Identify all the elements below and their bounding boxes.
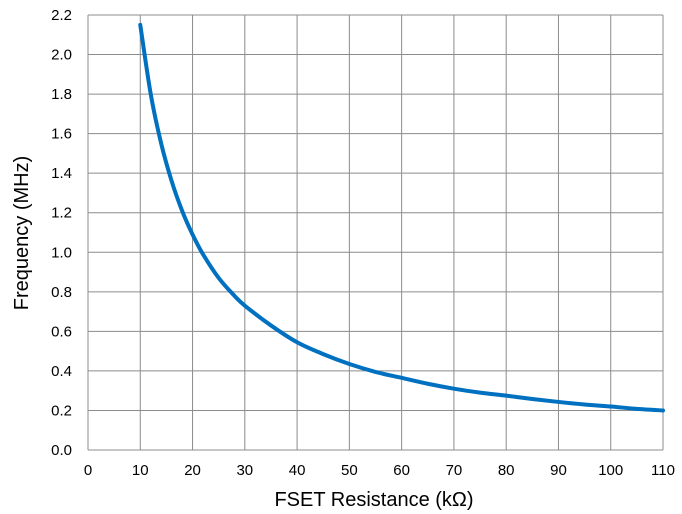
y-tick-label-11: 2.2 <box>51 7 72 24</box>
x-axis-ticks: 0 10 20 30 40 50 60 70 80 90 100 110 <box>84 462 675 479</box>
series-group <box>138 22 665 413</box>
x-tick-label-3: 30 <box>236 462 253 479</box>
y-tick-label-8: 1.6 <box>51 126 72 143</box>
x-axis-title: FSET Resistance (kΩ) <box>274 489 473 511</box>
y-tick-label-3: 0.6 <box>51 323 72 340</box>
x-tick-label-1: 10 <box>132 462 149 479</box>
y-tick-label-10: 2.0 <box>51 47 72 64</box>
y-axis-title: Frequency (MHz) <box>11 156 33 310</box>
x-tick-label-4: 40 <box>289 462 306 479</box>
x-tick-label-8: 80 <box>498 462 515 479</box>
y-tick-label-2: 0.4 <box>51 363 72 380</box>
y-tick-label-9: 1.8 <box>51 86 72 103</box>
x-tick-label-9: 90 <box>550 462 567 479</box>
x-tick-label-0: 0 <box>84 462 92 479</box>
y-tick-label-7: 1.4 <box>51 165 72 182</box>
y-tick-label-1: 0.2 <box>51 402 72 419</box>
y-axis-ticks: 0.0 0.2 0.4 0.6 0.8 1.0 1.2 1.4 1.6 1.8 2.0 2.2 <box>51 7 72 459</box>
x-tick-label-10: 100 <box>598 462 623 479</box>
x-tick-label-11: 110 <box>651 462 675 479</box>
series-line-0 <box>138 22 665 413</box>
y-tick-label-6: 1.2 <box>51 205 72 222</box>
x-tick-label-5: 50 <box>341 462 358 479</box>
x-tick-label-6: 60 <box>393 462 410 479</box>
y-tick-label-0: 0.0 <box>51 442 72 459</box>
grid <box>87 14 664 451</box>
x-tick-label-2: 20 <box>184 462 201 479</box>
y-tick-label-5: 1.0 <box>51 244 72 261</box>
y-tick-label-4: 0.8 <box>51 284 72 301</box>
x-tick-label-7: 70 <box>446 462 463 479</box>
